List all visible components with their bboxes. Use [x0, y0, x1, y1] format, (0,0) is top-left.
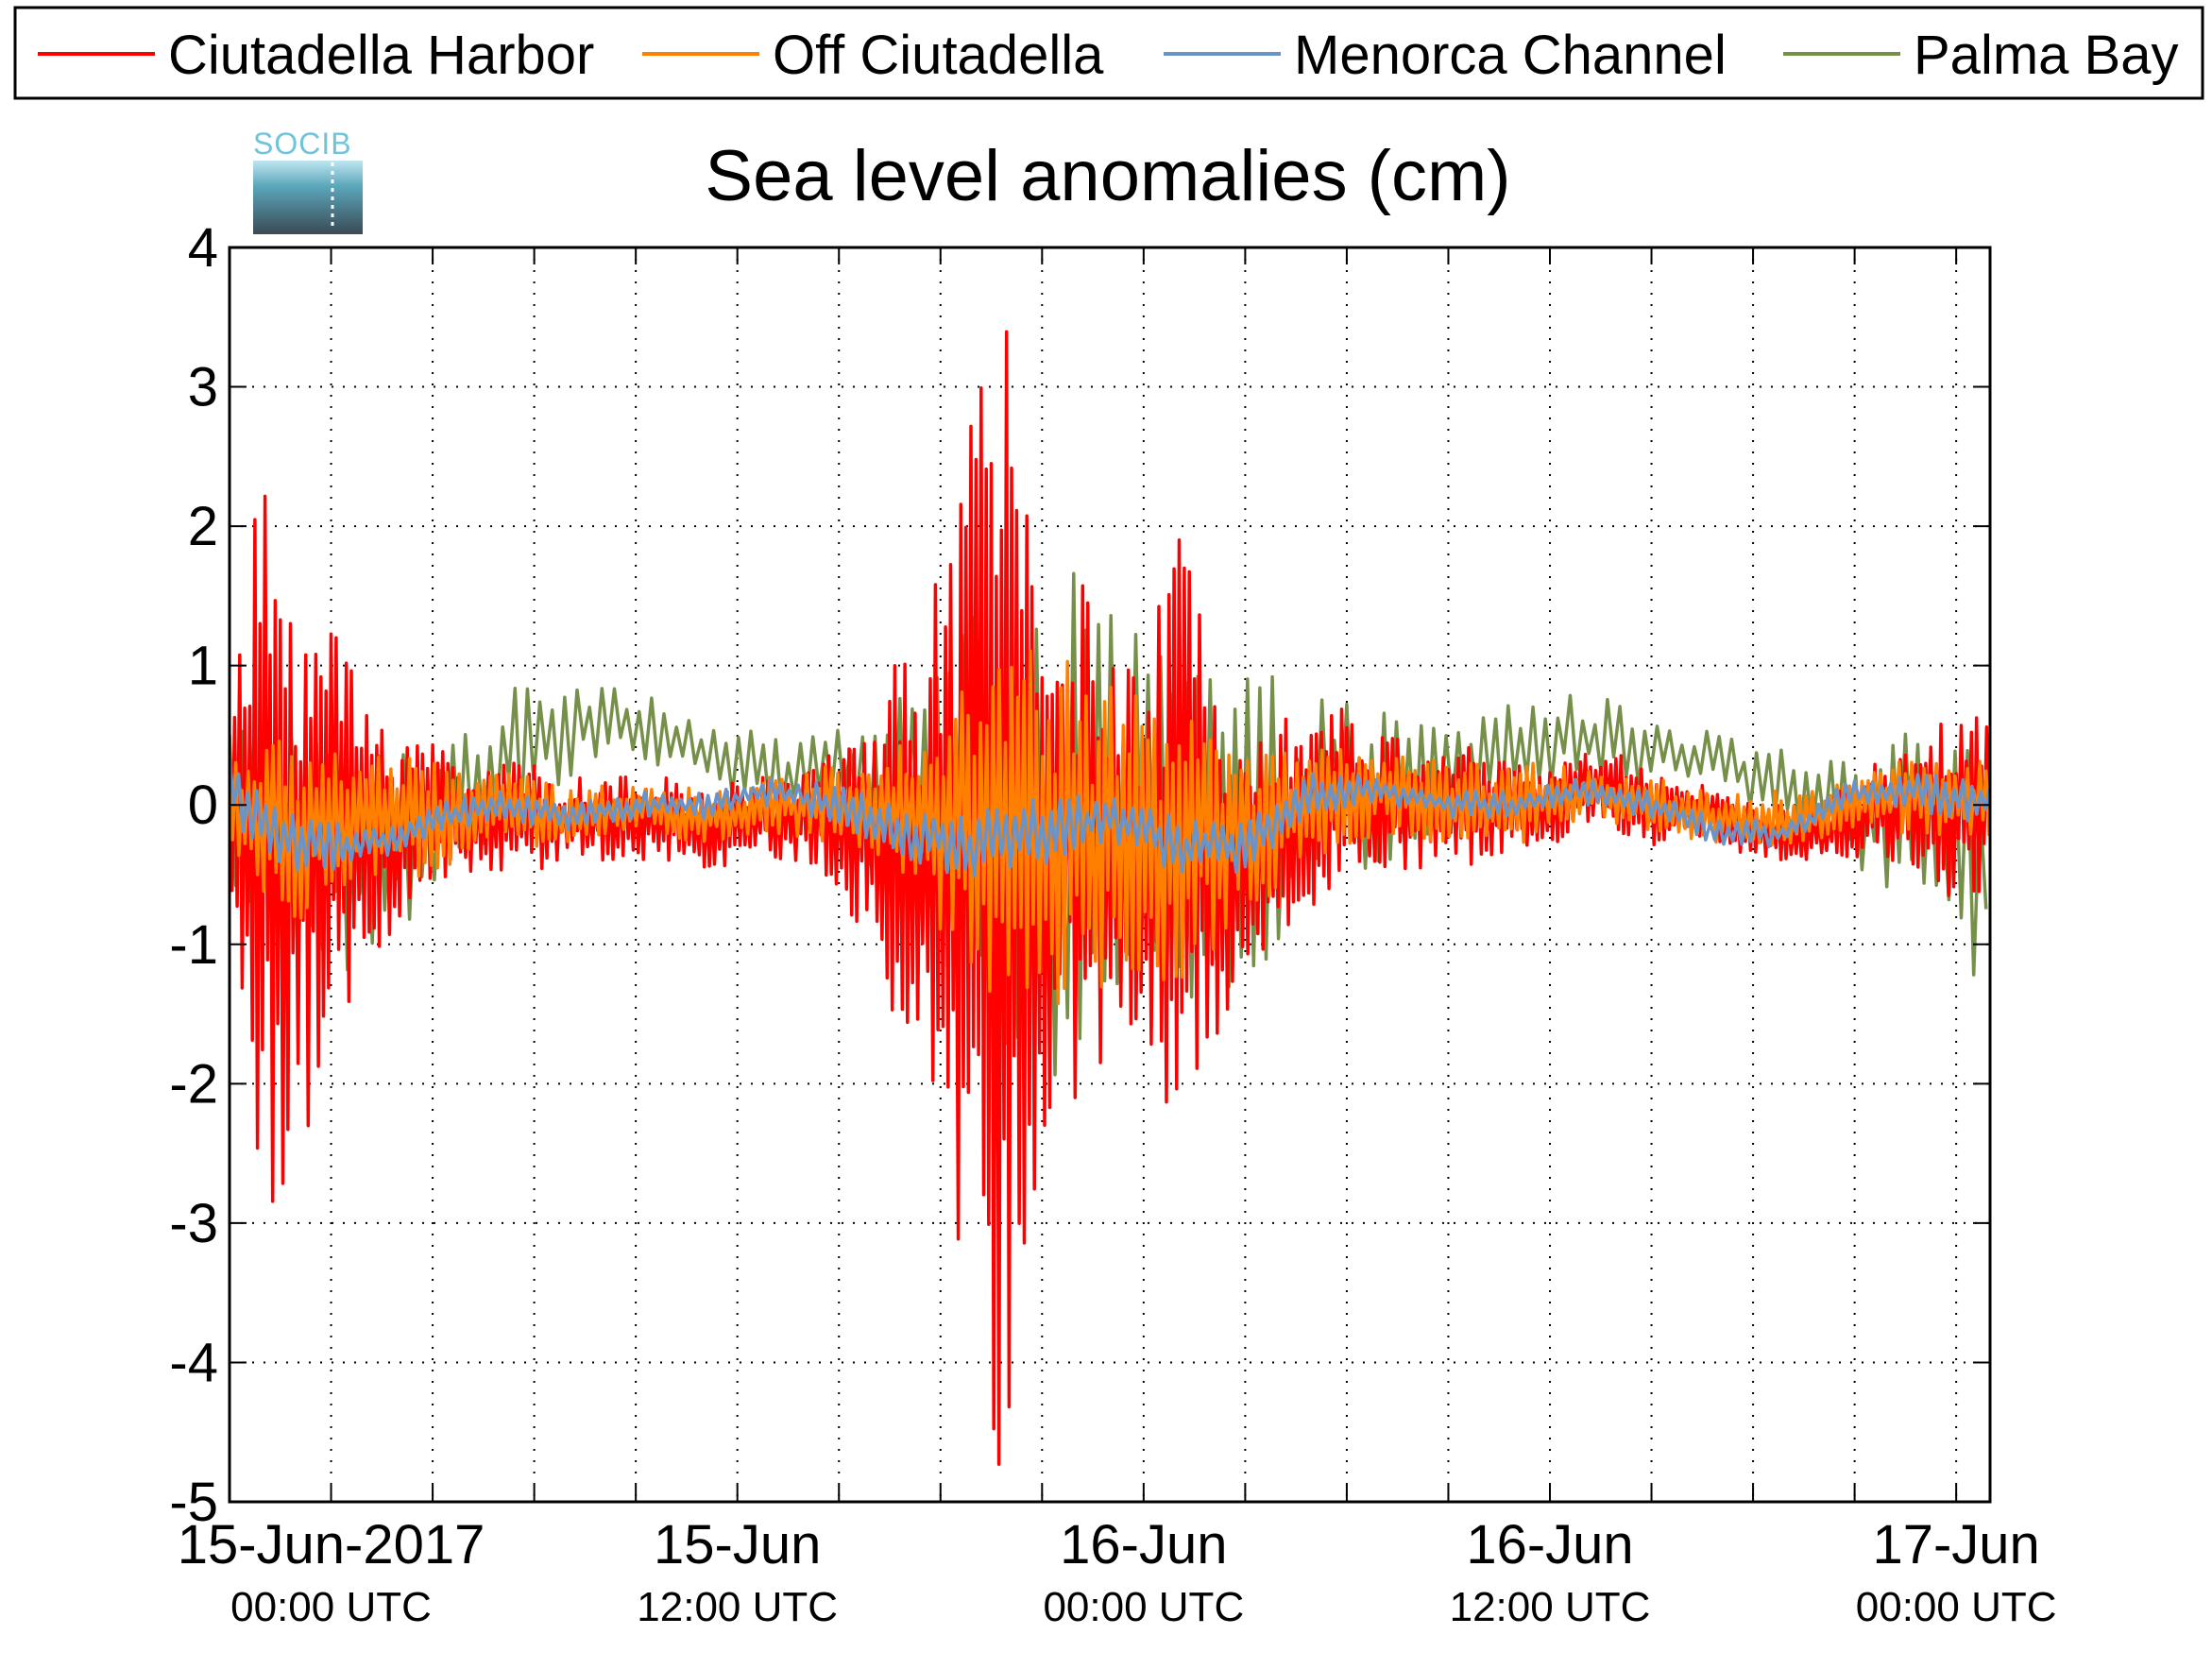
- socib-logo: SOCIB: [253, 127, 363, 234]
- x-tick-time-label: 00:00 UTC: [1856, 1584, 2057, 1630]
- x-tick-date-label: 17-Jun: [1872, 1514, 2039, 1575]
- x-tick-date-label: 15-Jun-2017: [178, 1514, 485, 1575]
- logo-wave: [253, 161, 363, 234]
- y-tick-label: -2: [169, 1053, 218, 1115]
- legend-label: Ciutadella Harbor: [168, 25, 594, 86]
- y-tick-label: 0: [188, 775, 218, 836]
- series-layer: [230, 330, 1990, 1466]
- chart-title: Sea level anomalies (cm): [705, 136, 1510, 216]
- y-tick-label: 4: [188, 217, 218, 279]
- y-tick-label: -1: [169, 914, 218, 976]
- series-line-menorca-channel: [230, 759, 1990, 877]
- legend-label: Menorca Channel: [1294, 25, 1727, 86]
- x-tick-time-label: 00:00 UTC: [1043, 1584, 1244, 1630]
- y-tick-label: 1: [188, 636, 218, 697]
- legend: Ciutadella Harbor Off Ciutadella Menorca C…: [13, 6, 2204, 100]
- legend-label: Palma Bay: [1914, 25, 2178, 86]
- x-tick-date-label: 16-Jun: [1060, 1514, 1227, 1575]
- y-tick-label: -5: [169, 1472, 218, 1533]
- series-line-off-ciutadella: [230, 649, 1990, 1006]
- x-tick-time-label: 12:00 UTC: [1450, 1584, 1651, 1630]
- x-tick-time-label: 00:00 UTC: [230, 1584, 432, 1630]
- legend-label: Off Ciutadella: [773, 25, 1104, 86]
- y-tick-label: 3: [188, 357, 218, 418]
- x-tick-time-label: 12:00 UTC: [637, 1584, 838, 1630]
- y-tick-label: -3: [169, 1193, 218, 1254]
- axes: 4 3 2 1 0 -1 -2 -3 -4 -515-Jun-2017 00:00 UTC 15-Ju…: [169, 217, 2056, 1630]
- y-tick-label: -4: [169, 1332, 218, 1393]
- x-tick-date-label: 15-Jun: [654, 1514, 821, 1575]
- plot-frame: [228, 246, 1992, 1504]
- y-tick-label: 2: [188, 496, 218, 557]
- x-tick-date-label: 16-Jun: [1466, 1514, 1633, 1575]
- logo-text: SOCIB: [253, 127, 352, 161]
